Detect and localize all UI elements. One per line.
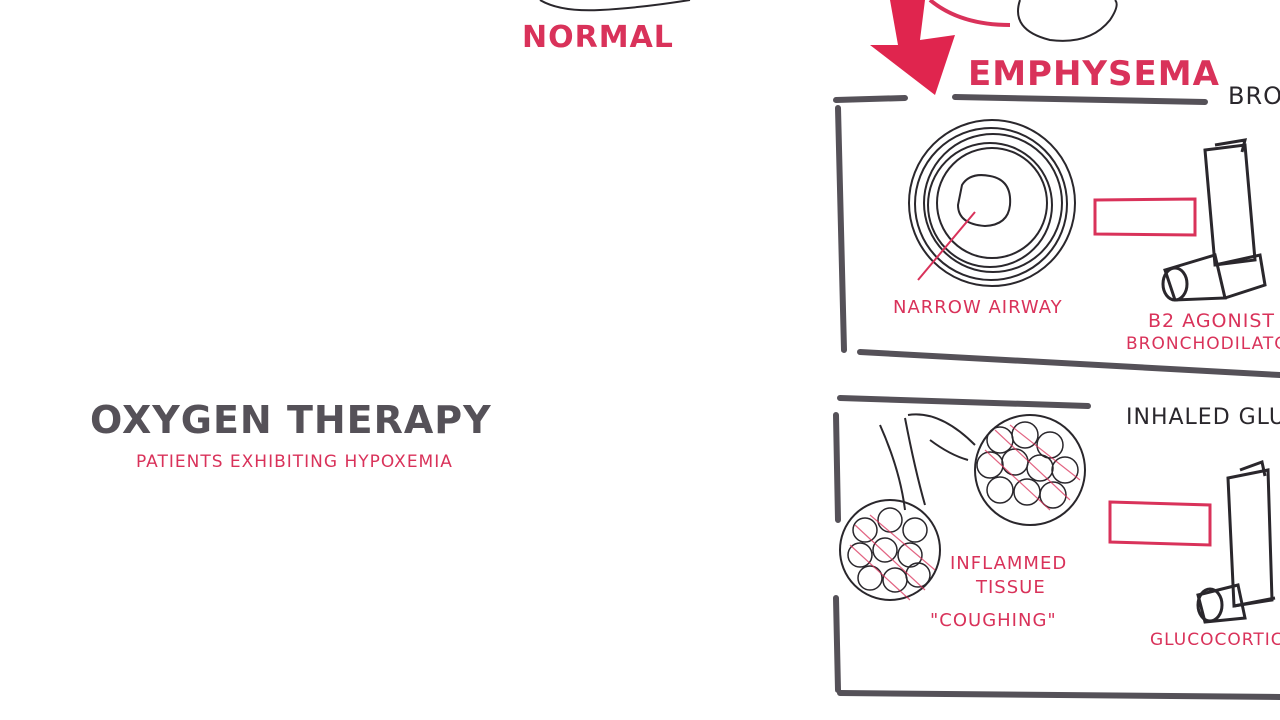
bronchodilator-label: BRONCHODILATO: [1126, 334, 1280, 354]
red-arrow-icon: [870, 0, 955, 95]
inhaled-glucocorticoid-header: INHALED GLU: [1126, 405, 1280, 430]
oxygen-therapy-title: OXYGEN THERAPY: [90, 398, 492, 442]
coughing-label: "COUGHING": [930, 610, 1057, 631]
arrow-bar-1: [1093, 197, 1197, 237]
arrow-bar-2: [1108, 500, 1212, 547]
glucocorticoid-inhaler-icon: [1196, 460, 1276, 624]
oxygen-therapy-note: PATIENTS EXHIBITING HYPOXEMIA: [136, 452, 453, 472]
panel-bronchodilator-box: [833, 94, 1280, 378]
emphysema-alveoli-sketch: [1017, 0, 1118, 42]
emphysema-label: EMPHYSEMA: [968, 54, 1220, 94]
b2-agonist-inhaler-icon: [1161, 138, 1267, 302]
tissue-label: TISSUE: [976, 577, 1046, 598]
b2-agonist-label: B2 AGONIST: [1148, 310, 1275, 332]
bronchodilator-header: BRO: [1228, 82, 1280, 110]
glucocorticoid-label: GLUCOCORTIC: [1150, 630, 1280, 650]
normal-alveoli-sketch: [539, 0, 691, 12]
normal-label: NORMAL: [522, 20, 674, 55]
narrow-airway-label: NARROW AIRWAY: [893, 297, 1063, 318]
inflamed-label: INFLAMMED: [950, 553, 1068, 574]
inflamed-alveoli-sketch: [839, 413, 1086, 601]
narrow-airway-sketch: [908, 119, 1076, 287]
panel-glucocorticoid-box: [833, 395, 1280, 700]
emphysema-arc: [928, 0, 1011, 27]
